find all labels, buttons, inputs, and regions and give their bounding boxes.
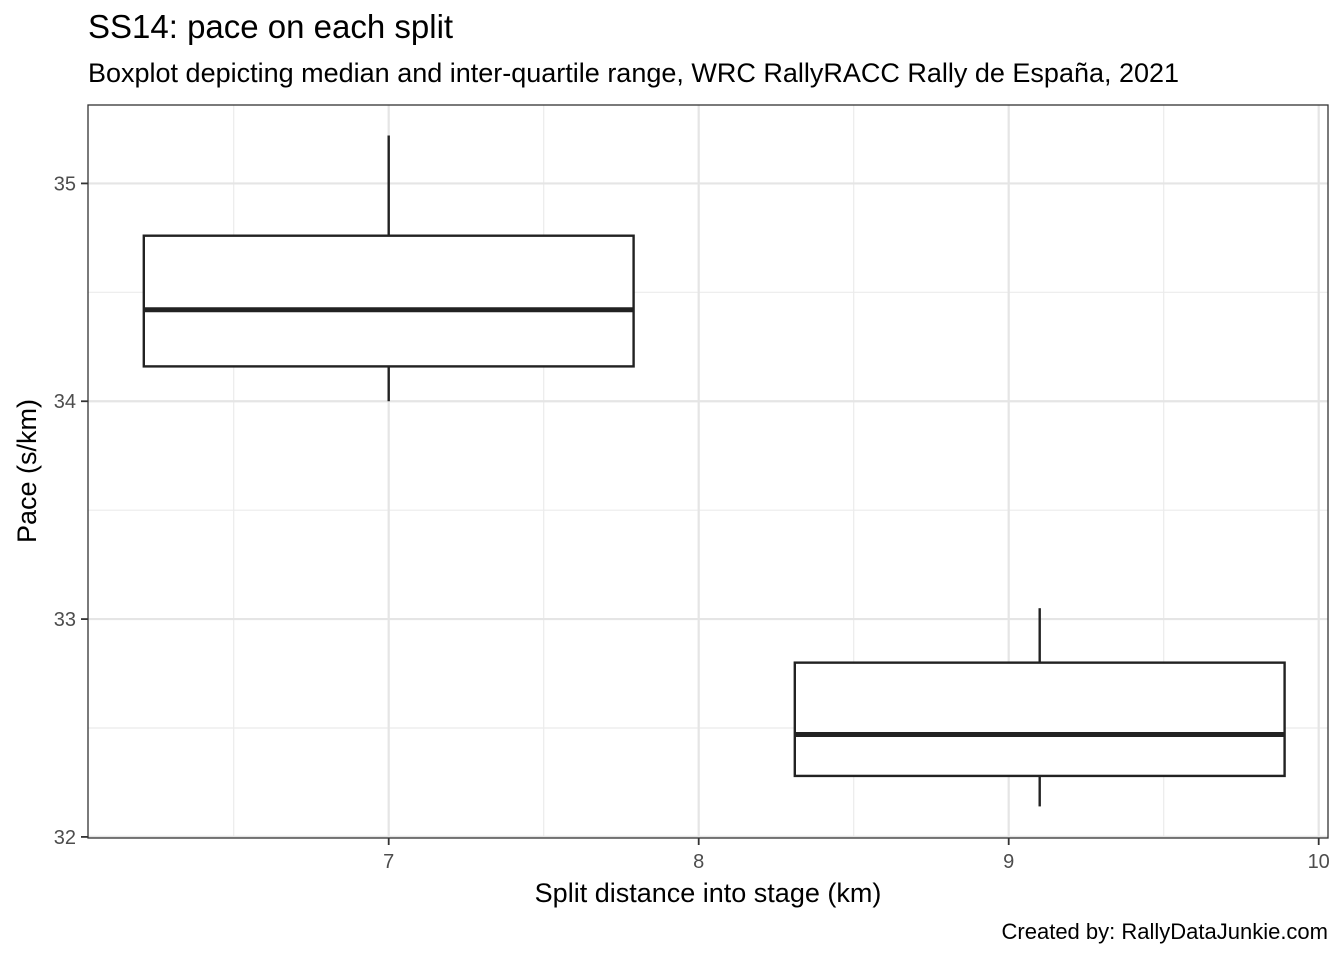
box-1: [142, 135, 635, 402]
box-2: [793, 608, 1286, 807]
x-tick-label: 10: [1308, 851, 1330, 873]
plot-panel-border: [87, 104, 1329, 839]
iqr-box: [142, 234, 635, 368]
iqr-box: [793, 661, 1286, 778]
y-tick-label: 32: [54, 827, 76, 849]
x-tick-label: 9: [1003, 851, 1014, 873]
chart-subtitle: Boxplot depicting median and inter-quart…: [88, 58, 1180, 88]
y-axis-label: Pace (s/km): [12, 399, 42, 543]
y-axis: 32 33 34 35: [54, 173, 88, 849]
y-tick-label: 34: [54, 391, 76, 413]
x-axis: 7 8 9 10: [383, 838, 1330, 873]
x-tick-label: 8: [693, 851, 704, 873]
x-axis-label: Split distance into stage (km): [535, 878, 882, 908]
chart-title: SS14: pace on each split: [88, 8, 454, 45]
x-tick-label: 7: [383, 851, 394, 873]
y-tick-label: 33: [54, 609, 76, 631]
chart-caption: Created by: RallyDataJunkie.com: [1001, 919, 1328, 944]
y-tick-label: 35: [54, 173, 76, 195]
boxes-layer: [142, 135, 1286, 807]
major-gridlines: [88, 105, 1328, 839]
